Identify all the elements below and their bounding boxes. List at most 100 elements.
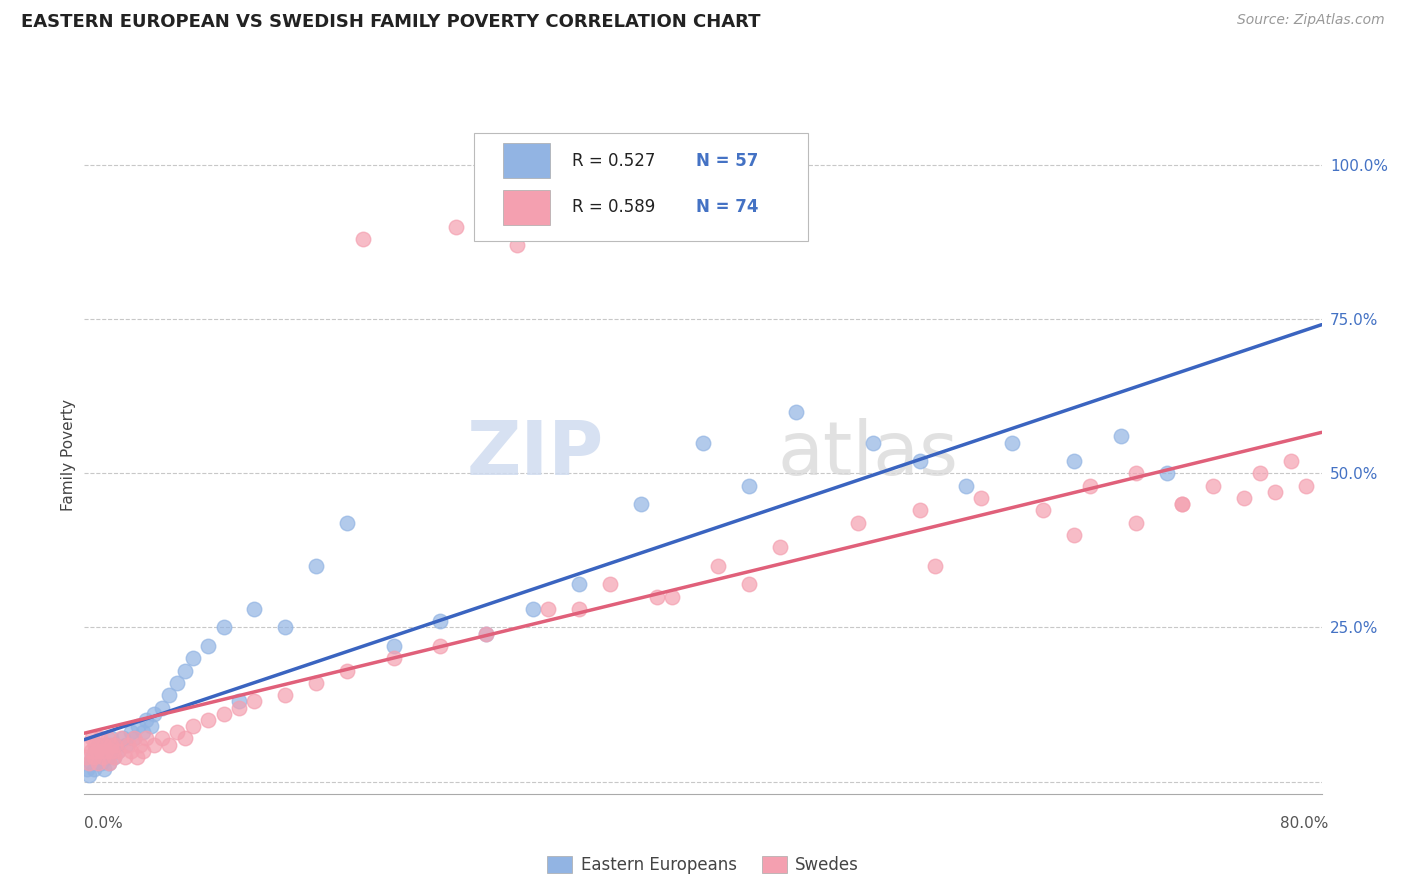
Point [197, 639, 219, 653]
Point [1264, 484, 1286, 499]
Point [785, 405, 807, 419]
Point [1125, 516, 1147, 530]
Point [132, 744, 155, 758]
Point [77, 768, 100, 782]
Point [91, 744, 114, 758]
Point [86, 756, 108, 770]
Point [382, 651, 405, 665]
Point [212, 706, 235, 721]
Y-axis label: Family Poverty: Family Poverty [60, 399, 76, 511]
Point [82, 750, 104, 764]
Point [1032, 503, 1054, 517]
Point [103, 750, 125, 764]
FancyBboxPatch shape [502, 190, 550, 225]
FancyBboxPatch shape [502, 143, 550, 178]
Point [166, 676, 188, 690]
Point [87, 756, 110, 770]
Point [100, 738, 122, 752]
Point [1063, 528, 1085, 542]
Point [1233, 491, 1256, 505]
Point [738, 577, 761, 591]
Point [90, 756, 112, 770]
Point [89, 750, 111, 764]
Point [112, 731, 135, 746]
Point [1171, 497, 1194, 511]
Text: 80.0%: 80.0% [1281, 816, 1329, 831]
Point [228, 700, 250, 714]
Point [444, 219, 467, 234]
Point [96, 731, 118, 746]
Point [212, 620, 235, 634]
Point [166, 725, 188, 739]
Point [86, 744, 108, 758]
Point [908, 503, 931, 517]
Point [83, 762, 105, 776]
Point [84, 744, 107, 758]
Point [1001, 435, 1024, 450]
Point [305, 676, 328, 690]
Point [1295, 479, 1317, 493]
Point [661, 590, 683, 604]
Point [769, 541, 792, 555]
Point [568, 577, 591, 591]
Point [91, 750, 114, 764]
Point [1109, 429, 1132, 443]
Point [150, 731, 173, 746]
Point [429, 639, 451, 653]
Point [159, 688, 180, 702]
Point [970, 491, 993, 505]
Point [79, 744, 101, 758]
Text: Source: ZipAtlas.com: Source: ZipAtlas.com [1237, 13, 1385, 28]
Point [1279, 454, 1302, 468]
Point [568, 602, 591, 616]
Point [692, 435, 714, 450]
Point [135, 731, 157, 746]
Point [1249, 467, 1271, 481]
Point [115, 738, 138, 752]
Point [1078, 479, 1101, 493]
Point [243, 602, 266, 616]
Point [104, 738, 127, 752]
Point [846, 516, 869, 530]
Point [76, 738, 98, 752]
Point [599, 577, 621, 591]
Point [135, 713, 157, 727]
Point [336, 664, 359, 678]
Point [522, 602, 544, 616]
Point [1125, 467, 1147, 481]
Point [181, 719, 204, 733]
Point [120, 725, 142, 739]
Point [630, 497, 652, 511]
Text: R = 0.527: R = 0.527 [572, 152, 655, 169]
Point [139, 719, 162, 733]
Point [150, 700, 173, 714]
Point [336, 516, 359, 530]
Point [98, 756, 121, 770]
Point [475, 626, 498, 640]
Point [1063, 454, 1085, 468]
Point [83, 750, 105, 764]
Point [103, 750, 125, 764]
Point [101, 744, 124, 758]
Point [75, 750, 97, 764]
Point [127, 719, 149, 733]
Point [100, 731, 122, 746]
Point [1171, 497, 1194, 511]
Point [475, 626, 498, 640]
Point [862, 435, 884, 450]
Point [132, 725, 155, 739]
Point [645, 590, 668, 604]
Point [114, 750, 136, 764]
Text: N = 57: N = 57 [696, 152, 758, 169]
Text: EASTERN EUROPEAN VS SWEDISH FAMILY POVERTY CORRELATION CHART: EASTERN EUROPEAN VS SWEDISH FAMILY POVER… [21, 13, 761, 31]
Point [122, 731, 145, 746]
Point [79, 756, 101, 770]
Point [1156, 467, 1178, 481]
Point [908, 454, 931, 468]
Point [98, 756, 121, 770]
Point [159, 738, 180, 752]
Point [429, 615, 451, 629]
Point [707, 558, 730, 573]
Point [82, 731, 104, 746]
Point [143, 738, 166, 752]
